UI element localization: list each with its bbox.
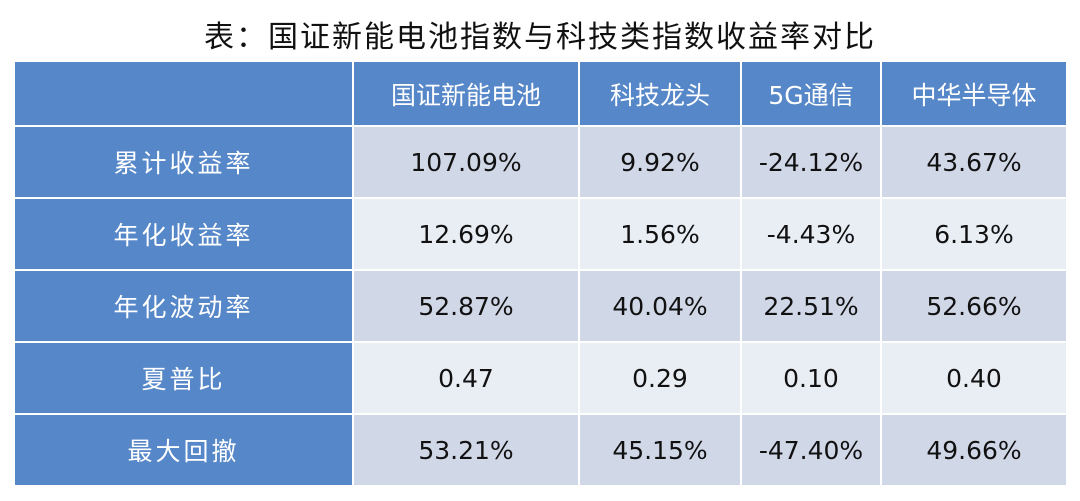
value-cell: 1.56% xyxy=(578,197,742,271)
row-label: 年化波动率 xyxy=(13,269,354,343)
table-row: 累计收益率 107.09% 9.92% -24.12% 43.67% xyxy=(13,125,1068,199)
row-label: 累计收益率 xyxy=(13,125,354,199)
value-cell: 40.04% xyxy=(578,269,742,343)
comparison-table: 国证新能电池 科技龙头 5G通信 中华半导体 累计收益率 107.09% 9.92% -24.… xyxy=(13,60,1068,487)
row-label: 夏普比 xyxy=(13,341,354,415)
table-row: 夏普比 0.47 0.29 0.10 0.40 xyxy=(13,341,1068,415)
table-row: 年化波动率 52.87% 40.04% 22.51% 52.66% xyxy=(13,269,1068,343)
value-cell: 45.15% xyxy=(578,413,742,487)
table-row: 年化收益率 12.69% 1.56% -4.43% 6.13% xyxy=(13,197,1068,271)
header-cell: 5G通信 xyxy=(740,60,882,127)
value-cell: 22.51% xyxy=(740,269,882,343)
header-cell: 中华半导体 xyxy=(880,60,1068,127)
header-cell: 科技龙头 xyxy=(578,60,742,127)
header-row: 国证新能电池 科技龙头 5G通信 中华半导体 xyxy=(13,60,1068,127)
value-cell: -4.43% xyxy=(740,197,882,271)
value-cell: 0.10 xyxy=(740,341,882,415)
value-cell: 52.87% xyxy=(352,269,580,343)
value-cell: 0.47 xyxy=(352,341,580,415)
value-cell: 52.66% xyxy=(880,269,1068,343)
value-cell: 12.69% xyxy=(352,197,580,271)
value-cell: 107.09% xyxy=(352,125,580,199)
value-cell: -47.40% xyxy=(740,413,882,487)
value-cell: 0.40 xyxy=(880,341,1068,415)
value-cell: 0.29 xyxy=(578,341,742,415)
table-title: 表：国证新能电池指数与科技类指数收益率对比 xyxy=(204,20,876,55)
value-cell: -24.12% xyxy=(740,125,882,199)
value-cell: 43.67% xyxy=(880,125,1068,199)
row-label: 最大回撤 xyxy=(13,413,354,487)
table-row: 最大回撤 53.21% 45.15% -47.40% 49.66% xyxy=(13,413,1068,487)
value-cell: 9.92% xyxy=(578,125,742,199)
header-corner xyxy=(13,60,354,127)
value-cell: 53.21% xyxy=(352,413,580,487)
value-cell: 6.13% xyxy=(880,197,1068,271)
header-cell: 国证新能电池 xyxy=(352,60,580,127)
value-cell: 49.66% xyxy=(880,413,1068,487)
row-label: 年化收益率 xyxy=(13,197,354,271)
